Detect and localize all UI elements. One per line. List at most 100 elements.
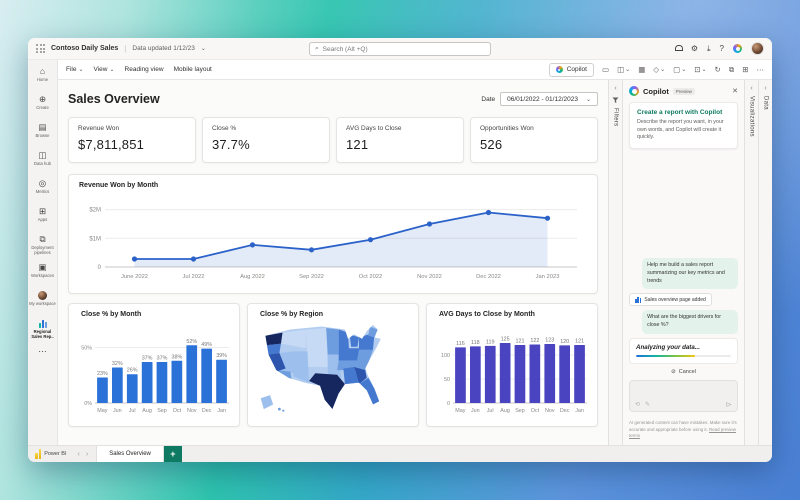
- search-input[interactable]: ⌕ Search (Alt +Q): [309, 42, 491, 56]
- help-icon[interactable]: ?: [719, 43, 724, 53]
- grid-icon[interactable]: ▦: [638, 65, 646, 74]
- svg-text:Oct 2022: Oct 2022: [359, 274, 383, 280]
- analyzing-status-card: Analyzing your data...: [629, 337, 738, 365]
- expand-pane-icon[interactable]: ‹: [764, 85, 767, 92]
- us-choropleth-map[interactable]: [256, 320, 412, 414]
- svg-text:32%: 32%: [112, 361, 123, 367]
- date-range-dropdown[interactable]: 06/01/2022 - 01/12/2023 ⌄: [500, 92, 598, 106]
- preview-terms-link[interactable]: Read preview terms: [629, 426, 736, 439]
- kpi-card-avg-days[interactable]: AVG Days to Close 121: [336, 117, 464, 163]
- kpi-card-opportunities-won[interactable]: Opportunities Won 526: [470, 117, 598, 163]
- menu-file[interactable]: File ⌄: [66, 66, 84, 73]
- expand-pane-icon[interactable]: ‹: [614, 85, 617, 92]
- undo-icon[interactable]: ⟲: [635, 402, 641, 409]
- sidebar-item-workspaces[interactable]: ▣ Workspaces: [31, 262, 54, 278]
- shapes-icon[interactable]: ◇ ⌄: [653, 65, 666, 74]
- sidebar-item-home[interactable]: ⌂ Home: [36, 66, 49, 82]
- send-icon[interactable]: ⊳: [725, 400, 732, 410]
- sidebar-item-more[interactable]: ⋯: [28, 344, 58, 372]
- svg-text:23%: 23%: [97, 371, 108, 377]
- svg-text:37%: 37%: [142, 356, 153, 362]
- pin-icon[interactable]: ⊞: [742, 65, 749, 74]
- view-options-icon[interactable]: ◫ ⌄: [617, 65, 631, 74]
- svg-text:Dec: Dec: [560, 408, 570, 414]
- browse-icon: ▤: [38, 122, 47, 132]
- menu-mobile-layout[interactable]: Mobile layout: [173, 66, 212, 73]
- preview-badge: Preview: [672, 87, 695, 95]
- svg-text:Nov 2022: Nov 2022: [417, 274, 442, 280]
- chat-dropdown-icon[interactable]: ▢ ⌄: [673, 65, 687, 74]
- more-options-icon[interactable]: ⋯: [756, 65, 765, 74]
- filters-pane-label[interactable]: Filters: [612, 108, 619, 127]
- waffle-menu-icon[interactable]: [36, 44, 45, 53]
- filters-pane-collapsed[interactable]: ‹ Filters: [608, 80, 622, 445]
- cancel-button[interactable]: ⊘ Cancel: [671, 369, 696, 376]
- close-pct-by-month-bar-chart[interactable]: Close % by Month 50% 0% 23% May 32% Jun 26% Jul…: [68, 303, 240, 427]
- search-placeholder: Search (Alt +Q): [322, 45, 368, 53]
- user-message: What are the biggest drivers for close %…: [642, 310, 738, 334]
- chevron-down-icon: ⌄: [78, 67, 84, 73]
- copilot-chat-thread: Help me build a sales report summarizing…: [629, 258, 738, 440]
- sidebar-item-regional-sales-report[interactable]: Regional Sales Rep..: [28, 316, 58, 344]
- settings-gear-icon[interactable]: ⚙: [690, 43, 698, 53]
- sidebar-item-apps[interactable]: ⊞ Apps: [37, 206, 48, 222]
- svg-text:125: 125: [501, 337, 510, 343]
- copilot-intro-card[interactable]: Create a report with Copilot Describe th…: [629, 102, 738, 150]
- kpi-card-revenue-won[interactable]: Revenue Won $7,811,851: [68, 117, 196, 163]
- svg-text:May: May: [455, 408, 465, 414]
- svg-text:Jul: Jul: [129, 408, 136, 414]
- kpi-card-close-pct[interactable]: Close % 37.7%: [202, 117, 330, 163]
- user-avatar[interactable]: [751, 42, 764, 55]
- sidebar-item-browse[interactable]: ▤ Browse: [35, 122, 50, 138]
- sidebar-item-deployment-pipelines[interactable]: ⧉ Deployment pipelines: [31, 234, 54, 256]
- data-pane-collapsed[interactable]: ‹ Data: [758, 80, 772, 445]
- revenue-by-month-line-chart[interactable]: Revenue Won by Month $2M $1M 0 June 2022 Jul…: [68, 174, 598, 294]
- comment-icon[interactable]: ▭: [601, 65, 610, 74]
- svg-text:0: 0: [447, 401, 450, 407]
- svg-text:Nov: Nov: [187, 408, 197, 414]
- sidebar-item-create[interactable]: ⊕ Create: [36, 94, 49, 110]
- bar-chart-svg[interactable]: 50% 0% 23% May 32% Jun 26% Jul 37% Aug 37% Sep 38% Oc…: [77, 320, 233, 416]
- notifications-icon[interactable]: [674, 45, 684, 52]
- user-message: Help me build a sales report summarizing…: [642, 258, 738, 290]
- svg-text:Aug: Aug: [500, 408, 510, 414]
- sidebar-item-metrics[interactable]: ◎ Metrics: [35, 178, 50, 194]
- next-page-arrow[interactable]: ›: [85, 450, 89, 458]
- chevron-down-icon[interactable]: ⌄: [200, 46, 206, 52]
- line-chart-svg[interactable]: $2M $1M 0 June 2022 Jul 2022 Aug 2022 Sep 2022…: [75, 191, 591, 283]
- visualizations-pane-collapsed[interactable]: ‹ Visualizations: [744, 80, 758, 445]
- data-updated-label[interactable]: Data updated 1/12/23: [132, 45, 195, 52]
- sidebar-item-my-workspace[interactable]: My workspace: [28, 288, 58, 316]
- menu-view[interactable]: View ⌄: [93, 66, 115, 73]
- data-pane-label[interactable]: Data: [762, 96, 769, 110]
- duplicate-icon[interactable]: ⧉: [728, 64, 735, 74]
- svg-text:0%: 0%: [84, 401, 92, 407]
- copilot-icon[interactable]: [733, 44, 742, 53]
- copilot-prompt-input[interactable]: ⟲ ✎ ⊳: [629, 380, 738, 413]
- expand-pane-icon[interactable]: ‹: [750, 85, 753, 92]
- svg-text:119: 119: [486, 339, 495, 345]
- export-icon[interactable]: ⊡ ⌄: [694, 65, 707, 74]
- svg-text:50: 50: [444, 377, 450, 383]
- close-pct-by-region-map[interactable]: Close % by Region: [247, 303, 419, 427]
- prev-page-arrow[interactable]: ‹: [77, 450, 80, 458]
- sidebar-item-data-hub[interactable]: ◫ Data hub: [34, 150, 51, 166]
- refresh-icon[interactable]: ↻: [714, 65, 721, 74]
- page-added-chip[interactable]: Sales overview page added: [629, 293, 712, 307]
- copilot-pane: Copilot Preview ✕ Create a report with C…: [622, 80, 744, 445]
- tab-sales-overview[interactable]: Sales Overview: [96, 445, 164, 462]
- bar-chart-svg[interactable]: 100 50 0 116 May 118 Jun 119 Jul 125 Aug 121 Sep 122 O…: [435, 320, 591, 416]
- download-icon[interactable]: ⤓: [707, 43, 711, 53]
- menu-reading-view[interactable]: Reading view: [124, 66, 164, 73]
- copilot-toolbar-button[interactable]: Copilot: [548, 62, 594, 77]
- close-icon[interactable]: ✕: [732, 88, 738, 95]
- home-icon: ⌂: [39, 66, 46, 76]
- barchart-icon: [635, 296, 642, 303]
- avg-days-by-month-bar-chart[interactable]: AVG Days to Close by Month 100 50 0 116 May 1…: [426, 303, 598, 427]
- svg-text:Sep: Sep: [157, 408, 167, 414]
- date-filter-label: Date: [481, 95, 496, 103]
- compose-icon[interactable]: ✎: [645, 402, 651, 409]
- visualizations-pane-label[interactable]: Visualizations: [748, 96, 755, 137]
- add-page-button[interactable]: +: [163, 445, 182, 462]
